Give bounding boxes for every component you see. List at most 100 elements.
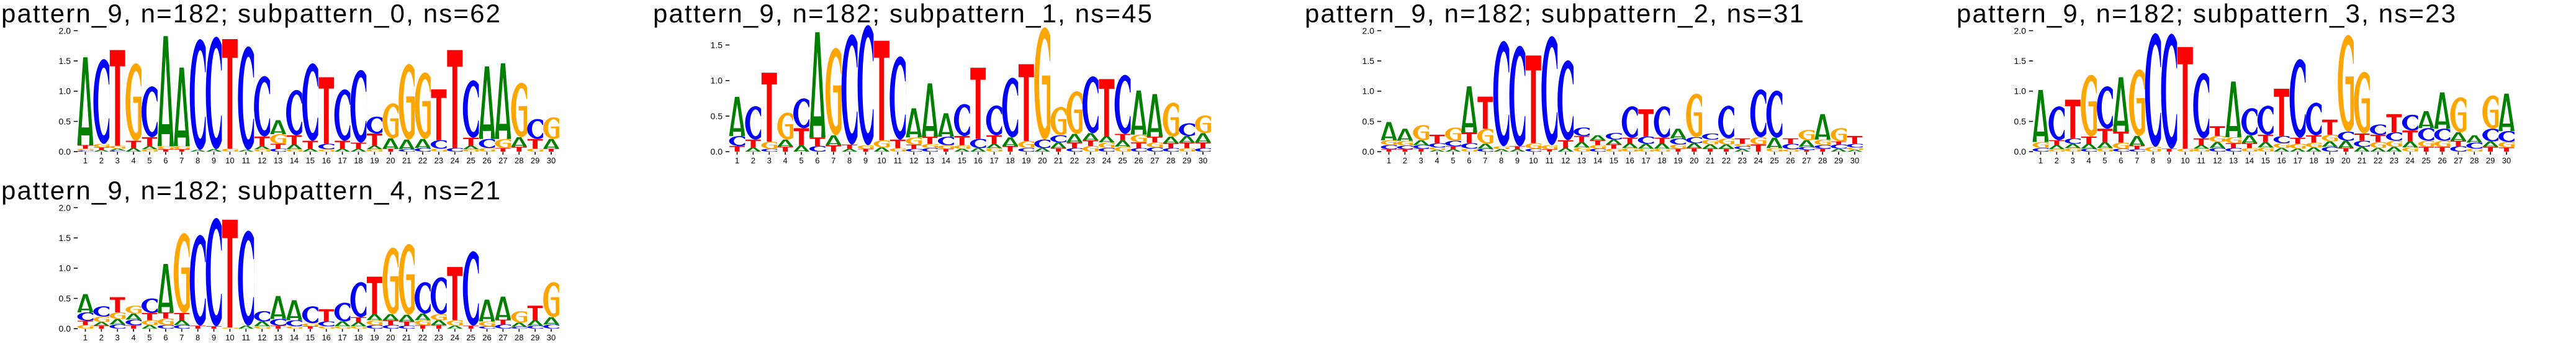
svg-text:29: 29 <box>531 333 539 342</box>
svg-text:23: 23 <box>435 333 443 342</box>
svg-text:20: 20 <box>1038 156 1047 165</box>
svg-text:16: 16 <box>1625 156 1634 165</box>
svg-text:5: 5 <box>799 156 803 165</box>
svg-text:8: 8 <box>196 333 200 342</box>
svg-text:0.5: 0.5 <box>59 293 71 303</box>
svg-text:21: 21 <box>2358 156 2366 165</box>
svg-text:7: 7 <box>179 156 184 165</box>
svg-text:1.0: 1.0 <box>59 86 71 96</box>
svg-text:0.5: 0.5 <box>1362 116 1375 126</box>
svg-text:18: 18 <box>354 156 363 165</box>
svg-text:2: 2 <box>2055 156 2059 165</box>
svg-text:9: 9 <box>2167 156 2171 165</box>
svg-text:12: 12 <box>1561 156 1570 165</box>
svg-text:10: 10 <box>225 156 234 165</box>
svg-text:24: 24 <box>451 333 459 342</box>
svg-text:2.0: 2.0 <box>59 202 71 212</box>
svg-text:3: 3 <box>115 333 120 342</box>
svg-text:2: 2 <box>751 156 755 165</box>
svg-text:19: 19 <box>2325 156 2334 165</box>
svg-text:18: 18 <box>1657 156 1666 165</box>
svg-text:11: 11 <box>242 156 251 165</box>
svg-text:8: 8 <box>847 156 852 165</box>
svg-text:25: 25 <box>1770 156 1778 165</box>
svg-text:3: 3 <box>767 156 772 165</box>
svg-text:6: 6 <box>163 156 168 165</box>
svg-text:2.0: 2.0 <box>1362 25 1375 35</box>
svg-text:3: 3 <box>115 156 120 165</box>
svg-text:12: 12 <box>2213 156 2222 165</box>
svg-text:10: 10 <box>1529 156 1538 165</box>
svg-text:4: 4 <box>1435 156 1439 165</box>
svg-text:30: 30 <box>547 156 556 165</box>
svg-text:27: 27 <box>498 333 507 342</box>
svg-text:29: 29 <box>531 156 539 165</box>
svg-text:25: 25 <box>466 333 475 342</box>
svg-text:9: 9 <box>1515 156 1520 165</box>
svg-text:11: 11 <box>242 333 251 342</box>
svg-text:12: 12 <box>258 333 266 342</box>
svg-text:17: 17 <box>1641 156 1650 165</box>
svg-text:30: 30 <box>1850 156 1859 165</box>
svg-text:26: 26 <box>482 156 491 165</box>
svg-text:3: 3 <box>1419 156 1423 165</box>
svg-text:5: 5 <box>2102 156 2107 165</box>
svg-text:1: 1 <box>1387 156 1391 165</box>
svg-text:9: 9 <box>212 156 216 165</box>
svg-text:22: 22 <box>418 156 427 165</box>
svg-text:14: 14 <box>2245 156 2254 165</box>
svg-text:1.0: 1.0 <box>2014 86 2027 96</box>
svg-text:4: 4 <box>783 156 788 165</box>
svg-text:27: 27 <box>1150 156 1159 165</box>
svg-text:10: 10 <box>225 333 234 342</box>
svg-text:8: 8 <box>196 156 200 165</box>
svg-text:24: 24 <box>451 156 459 165</box>
svg-text:1: 1 <box>83 333 88 342</box>
svg-text:18: 18 <box>1006 156 1014 165</box>
svg-text:29: 29 <box>2486 156 2495 165</box>
svg-text:24: 24 <box>1754 156 1763 165</box>
svg-text:20: 20 <box>386 156 395 165</box>
svg-text:2: 2 <box>99 156 104 165</box>
svg-text:10: 10 <box>877 156 886 165</box>
svg-text:1: 1 <box>2038 156 2043 165</box>
svg-text:23: 23 <box>2390 156 2398 165</box>
svg-text:27: 27 <box>2454 156 2462 165</box>
svg-text:5: 5 <box>147 156 151 165</box>
svg-text:28: 28 <box>1818 156 1827 165</box>
svg-text:0.0: 0.0 <box>59 147 71 157</box>
svg-text:20: 20 <box>2341 156 2350 165</box>
svg-text:7: 7 <box>1483 156 1487 165</box>
svg-text:19: 19 <box>370 333 379 342</box>
svg-text:2.0: 2.0 <box>59 25 71 35</box>
svg-text:13: 13 <box>2229 156 2238 165</box>
svg-text:21: 21 <box>402 156 411 165</box>
svg-text:23: 23 <box>1086 156 1095 165</box>
svg-text:8: 8 <box>1499 156 1503 165</box>
svg-text:25: 25 <box>2421 156 2430 165</box>
svg-text:13: 13 <box>274 156 282 165</box>
svg-text:1.5: 1.5 <box>59 56 71 66</box>
svg-text:21: 21 <box>1706 156 1714 165</box>
svg-text:15: 15 <box>958 156 966 165</box>
svg-text:16: 16 <box>322 156 330 165</box>
svg-text:30: 30 <box>2502 156 2511 165</box>
svg-text:22: 22 <box>1722 156 1731 165</box>
svg-text:0.5: 0.5 <box>711 111 723 121</box>
svg-text:2.0: 2.0 <box>2014 25 2027 35</box>
svg-text:7: 7 <box>831 156 835 165</box>
svg-text:19: 19 <box>1673 156 1682 165</box>
svg-text:4: 4 <box>132 156 136 165</box>
svg-text:10: 10 <box>2181 156 2189 165</box>
svg-text:18: 18 <box>354 333 363 342</box>
svg-text:17: 17 <box>338 333 346 342</box>
svg-text:6: 6 <box>163 333 168 342</box>
svg-text:9: 9 <box>863 156 868 165</box>
svg-text:6: 6 <box>1467 156 1471 165</box>
svg-text:4: 4 <box>2087 156 2091 165</box>
svg-text:0.0: 0.0 <box>1362 147 1375 157</box>
svg-text:28: 28 <box>2470 156 2479 165</box>
svg-text:27: 27 <box>498 156 507 165</box>
svg-text:11: 11 <box>894 156 903 165</box>
svg-text:17: 17 <box>2293 156 2302 165</box>
